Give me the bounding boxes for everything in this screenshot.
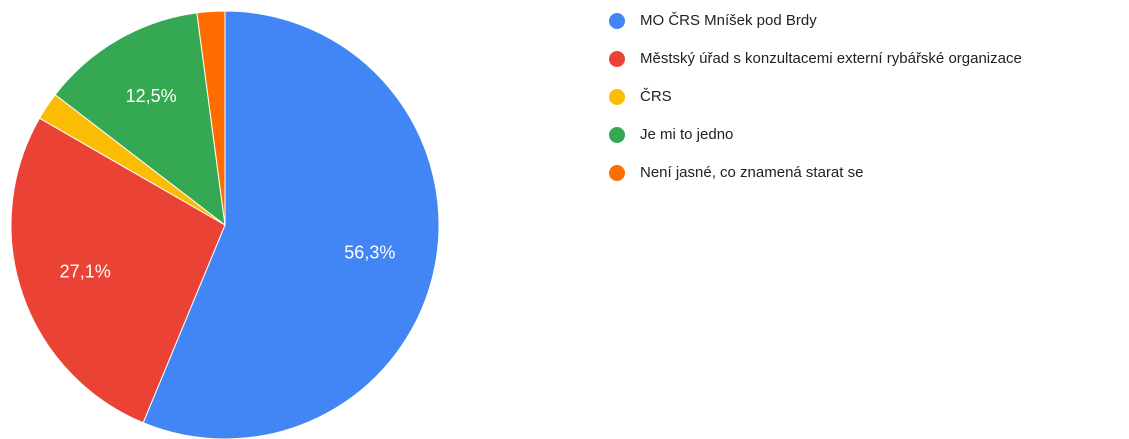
data-label: 27,1% [60,261,111,281]
legend-swatch [609,51,625,67]
legend-swatch [609,89,625,105]
data-label: 56,3% [344,243,395,263]
pie-slice [54,12,226,227]
legend-label: ČRS [640,88,672,105]
legend-swatch [609,13,625,29]
legend-label: MO ČRS Mníšek pod Brdy [640,12,817,29]
legend-swatch [609,127,625,143]
pie-slice [142,10,440,439]
pie-slice [196,10,226,226]
legend-label: Městský úřad s konzultacemi externí rybá… [640,50,1022,67]
legend-swatch [609,165,625,181]
legend-label: Je mi to jedno [640,126,733,143]
legend-label: Není jasné, co znamená starat se [640,164,863,181]
data-label: 12,5% [126,86,177,106]
